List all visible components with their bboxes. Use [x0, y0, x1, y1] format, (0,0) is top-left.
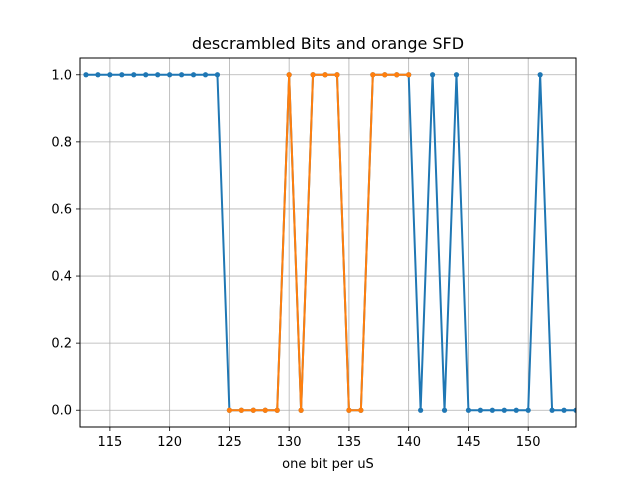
- x-tick-label: 115: [97, 435, 122, 450]
- y-tick-label: 0.6: [51, 202, 72, 217]
- x-tick-label: 145: [456, 435, 481, 450]
- data-point: [394, 72, 400, 78]
- data-point: [155, 72, 161, 78]
- data-point: [226, 407, 232, 413]
- data-point: [382, 72, 388, 78]
- y-tick-label: 1.0: [51, 68, 72, 83]
- data-point: [178, 72, 185, 78]
- data-point: [131, 72, 137, 78]
- data-point: [167, 72, 173, 78]
- data-point: [298, 407, 304, 413]
- data-point: [238, 407, 244, 413]
- axis-ticks: 115 120 125 130 135 140 145 150 0.0 0.2 0.4 0.6 0.8 1…: [51, 68, 540, 450]
- chart-title: descrambled Bits and orange SFD: [192, 34, 464, 53]
- y-tick-label: 0.4: [51, 270, 72, 285]
- data-point: [406, 72, 412, 78]
- data-point: [262, 407, 268, 413]
- data-point: [525, 407, 531, 413]
- data-point: [214, 72, 221, 78]
- data-point: [95, 72, 101, 78]
- x-tick-label: 130: [277, 435, 302, 450]
- data-point: [119, 72, 125, 78]
- data-point: [274, 407, 280, 413]
- data-point: [465, 407, 472, 413]
- x-tick-label: 125: [217, 435, 242, 450]
- data-point: [190, 72, 197, 78]
- data-point: [250, 407, 256, 413]
- data-point: [573, 407, 576, 413]
- data-point: [322, 72, 328, 78]
- y-tick-label: 0.8: [51, 135, 72, 150]
- data-point: [561, 407, 567, 413]
- data-point: [83, 72, 89, 78]
- data-point: [286, 72, 292, 78]
- data-point: [107, 72, 113, 78]
- plot-series: [83, 72, 576, 413]
- x-tick-label: 150: [516, 435, 541, 450]
- data-point: [549, 407, 555, 413]
- data-point: [143, 72, 149, 78]
- data-point: [202, 72, 209, 78]
- plot-frame: [79, 57, 577, 428]
- data-point: [418, 407, 424, 413]
- data-point: [370, 72, 376, 78]
- data-point: [310, 72, 316, 78]
- data-point: [477, 407, 483, 413]
- series-2: [226, 72, 412, 413]
- data-point: [513, 407, 519, 413]
- x-tick-label: 135: [337, 435, 362, 450]
- x-tick-label: 120: [157, 435, 182, 450]
- x-axis-label: one bit per uS: [282, 457, 374, 472]
- data-point: [346, 407, 352, 413]
- y-tick-label: 0.0: [51, 404, 72, 419]
- data-point: [489, 407, 495, 413]
- data-point: [429, 72, 436, 78]
- data-point: [334, 72, 340, 78]
- data-point: [537, 72, 543, 78]
- data-point: [453, 72, 460, 78]
- data-point: [441, 407, 448, 413]
- y-tick-label: 0.2: [51, 337, 72, 352]
- x-tick-label: 140: [396, 435, 421, 450]
- data-point: [358, 407, 364, 413]
- data-point: [501, 407, 507, 413]
- series-line: [229, 73, 409, 412]
